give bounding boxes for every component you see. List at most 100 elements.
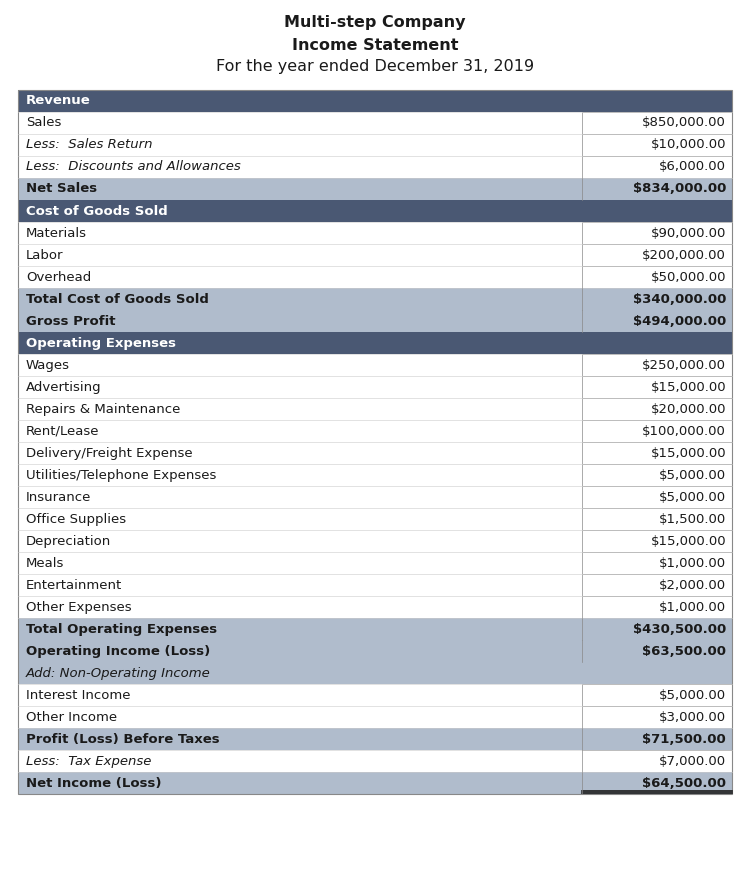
Text: $1,500.00: $1,500.00 <box>658 513 726 526</box>
Text: Entertainment: Entertainment <box>26 578 122 591</box>
Bar <box>582 354 732 376</box>
Text: $90,000.00: $90,000.00 <box>650 227 726 240</box>
Text: Net Sales: Net Sales <box>26 182 98 195</box>
Text: $71,500.00: $71,500.00 <box>642 732 726 746</box>
Bar <box>582 420 732 442</box>
Text: Labor: Labor <box>26 249 64 262</box>
Text: Net Income (Loss): Net Income (Loss) <box>26 776 161 789</box>
Bar <box>582 574 732 596</box>
Text: Operating Income (Loss): Operating Income (Loss) <box>26 644 210 657</box>
Text: Meals: Meals <box>26 556 64 569</box>
Text: Total Operating Expenses: Total Operating Expenses <box>26 623 218 636</box>
Bar <box>18 420 732 442</box>
Bar <box>18 486 732 508</box>
Text: $15,000.00: $15,000.00 <box>650 380 726 393</box>
Bar <box>18 112 732 134</box>
Bar <box>18 706 732 728</box>
Bar <box>582 376 732 398</box>
Bar <box>582 750 732 772</box>
Text: Materials: Materials <box>26 227 87 240</box>
Bar <box>18 750 732 772</box>
Text: $100,000.00: $100,000.00 <box>642 425 726 438</box>
Bar <box>582 442 732 464</box>
Text: $3,000.00: $3,000.00 <box>658 711 726 724</box>
Bar <box>18 90 732 794</box>
Bar <box>582 134 732 156</box>
Text: Gross Profit: Gross Profit <box>26 315 116 328</box>
Text: $430,500.00: $430,500.00 <box>633 623 726 636</box>
Text: Revenue: Revenue <box>26 94 91 107</box>
Bar <box>18 376 732 398</box>
Bar <box>18 684 732 706</box>
Bar <box>582 222 732 244</box>
Bar <box>582 706 732 728</box>
Text: $20,000.00: $20,000.00 <box>650 403 726 415</box>
Text: $2,000.00: $2,000.00 <box>658 578 726 591</box>
Text: Multi-step Company: Multi-step Company <box>284 16 466 31</box>
Bar <box>582 112 732 134</box>
Bar <box>18 464 732 486</box>
Bar <box>582 156 732 178</box>
Bar <box>18 310 732 332</box>
Text: $1,000.00: $1,000.00 <box>658 556 726 569</box>
Bar <box>582 244 732 266</box>
Bar <box>582 398 732 420</box>
Bar <box>18 398 732 420</box>
Bar <box>582 596 732 618</box>
Bar <box>18 662 732 684</box>
Bar <box>18 266 732 288</box>
Bar <box>582 552 732 574</box>
Bar <box>18 288 732 310</box>
Bar <box>18 596 732 618</box>
Text: Add: Non-Operating Income: Add: Non-Operating Income <box>26 666 211 679</box>
Bar <box>18 574 732 596</box>
Bar <box>18 156 732 178</box>
Bar <box>18 222 732 244</box>
Text: $10,000.00: $10,000.00 <box>650 139 726 152</box>
Text: $834,000.00: $834,000.00 <box>632 182 726 195</box>
Text: $7,000.00: $7,000.00 <box>658 754 726 767</box>
Text: Office Supplies: Office Supplies <box>26 513 126 526</box>
Text: Less:  Tax Expense: Less: Tax Expense <box>26 754 152 767</box>
Text: $850,000.00: $850,000.00 <box>642 117 726 130</box>
Text: Profit (Loss) Before Taxes: Profit (Loss) Before Taxes <box>26 732 220 746</box>
Bar <box>582 684 732 706</box>
Bar <box>18 354 732 376</box>
Bar <box>18 618 732 640</box>
Bar <box>18 178 732 200</box>
Bar <box>582 486 732 508</box>
Text: Repairs & Maintenance: Repairs & Maintenance <box>26 403 180 415</box>
Text: $494,000.00: $494,000.00 <box>633 315 726 328</box>
Text: $64,500.00: $64,500.00 <box>642 776 726 789</box>
Text: Income Statement: Income Statement <box>292 37 458 52</box>
Bar <box>18 332 732 354</box>
Text: Cost of Goods Sold: Cost of Goods Sold <box>26 205 168 217</box>
Text: Sales: Sales <box>26 117 62 130</box>
Text: $200,000.00: $200,000.00 <box>642 249 726 262</box>
Text: $1,000.00: $1,000.00 <box>658 601 726 614</box>
Text: Other Expenses: Other Expenses <box>26 601 132 614</box>
Bar <box>582 464 732 486</box>
Bar <box>18 640 732 662</box>
Bar <box>582 508 732 530</box>
Text: $5,000.00: $5,000.00 <box>658 490 726 503</box>
Bar <box>18 200 732 222</box>
Bar <box>18 508 732 530</box>
Text: For the year ended December 31, 2019: For the year ended December 31, 2019 <box>216 59 534 74</box>
Bar <box>18 90 732 112</box>
Text: $5,000.00: $5,000.00 <box>658 689 726 701</box>
Bar <box>18 728 732 750</box>
Bar <box>18 134 732 156</box>
Text: Utilities/Telephone Expenses: Utilities/Telephone Expenses <box>26 468 216 481</box>
Text: Less:  Sales Return: Less: Sales Return <box>26 139 152 152</box>
Text: $6,000.00: $6,000.00 <box>659 160 726 174</box>
Text: Rent/Lease: Rent/Lease <box>26 425 100 438</box>
Text: Other Income: Other Income <box>26 711 117 724</box>
Bar <box>582 266 732 288</box>
Text: Less:  Discounts and Allowances: Less: Discounts and Allowances <box>26 160 241 174</box>
Text: $250,000.00: $250,000.00 <box>642 358 726 371</box>
Text: Wages: Wages <box>26 358 70 371</box>
Text: $15,000.00: $15,000.00 <box>650 446 726 460</box>
Text: Delivery/Freight Expense: Delivery/Freight Expense <box>26 446 193 460</box>
Text: Depreciation: Depreciation <box>26 535 111 548</box>
